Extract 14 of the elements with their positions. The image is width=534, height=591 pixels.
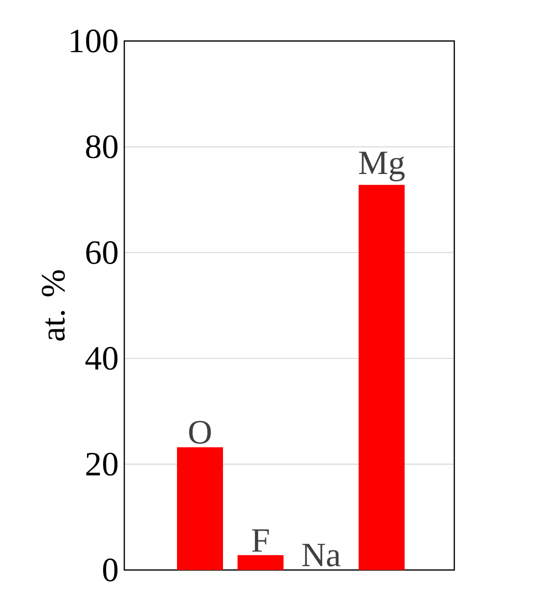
x-tick-label: Mg bbox=[359, 152, 405, 182]
x-tick-label: O bbox=[189, 420, 211, 444]
bar bbox=[238, 555, 284, 570]
y-axis-title: at. % bbox=[42, 270, 65, 341]
x-tick-label: Na bbox=[302, 544, 340, 566]
x-tick-label: F bbox=[252, 529, 269, 552]
bar bbox=[177, 447, 223, 570]
y-tick-label: 40 bbox=[85, 346, 118, 370]
y-tick-label: 20 bbox=[86, 452, 118, 476]
y-tick-label: 0 bbox=[103, 558, 118, 582]
y-tick-label: 80 bbox=[86, 135, 118, 158]
y-tick-label: 60 bbox=[86, 241, 118, 264]
y-tick-label: 100 bbox=[70, 30, 118, 52]
bar bbox=[358, 184, 405, 570]
